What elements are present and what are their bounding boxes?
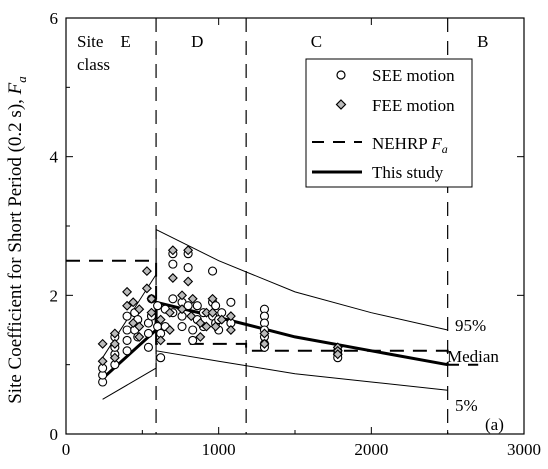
fee-point	[97, 338, 108, 349]
fee-point	[195, 318, 206, 329]
fee-point	[186, 311, 197, 322]
fee-point	[134, 321, 145, 332]
see-point	[168, 294, 178, 304]
see-point	[208, 266, 218, 276]
fee-point	[177, 304, 188, 315]
legend-nehrp-sub: a	[442, 142, 448, 156]
fee-point	[122, 286, 133, 297]
see-point	[122, 311, 132, 321]
see-point	[168, 259, 178, 269]
x-tick-label: 1000	[202, 440, 236, 459]
fee-point	[207, 307, 218, 318]
x-tick-label: 3000	[507, 440, 541, 459]
fee-point	[259, 328, 270, 339]
fee-point	[128, 297, 139, 308]
ticks: 0 1000 2000 3000 0 2 4 6	[50, 9, 542, 459]
see-point	[143, 328, 153, 339]
fee-point	[187, 293, 198, 304]
fee-point	[207, 293, 218, 304]
site-class-label-line1: Site	[77, 32, 103, 51]
legend-see-label: SEE motion	[372, 66, 455, 85]
see-point	[192, 301, 202, 311]
legend-nehrp-text: NEHRP	[372, 134, 431, 153]
label-p5: 5%	[455, 396, 478, 415]
see-point	[226, 297, 236, 307]
fee-point	[155, 335, 166, 346]
fee-point	[164, 307, 175, 318]
fee-point	[167, 245, 178, 256]
legend-fee-marker	[335, 99, 347, 110]
fee-point	[201, 321, 212, 332]
y-tick-label: 6	[50, 9, 59, 28]
fee-point	[164, 325, 175, 335]
fee-point	[167, 273, 178, 283]
fee-point	[146, 293, 157, 304]
site-class-D: D	[191, 32, 203, 51]
legend: SEE motion FEE motion NEHRP Fa This stud…	[305, 58, 473, 188]
label-p95: 95%	[455, 316, 486, 335]
see-point	[122, 335, 132, 345]
see-point	[183, 301, 193, 311]
legend-study-label: This study	[372, 163, 444, 182]
x-tick-label: 0	[62, 440, 71, 459]
legend-box	[305, 58, 473, 188]
see-point	[183, 263, 193, 273]
y-tick-label: 4	[50, 148, 59, 167]
x-tick-label: 2000	[354, 440, 388, 459]
y-axis-label-sub: a	[14, 76, 29, 83]
see-point	[188, 335, 198, 345]
fee-point	[146, 307, 157, 318]
y-tick-label: 0	[50, 425, 59, 444]
see-point	[153, 301, 163, 311]
see-point	[122, 325, 132, 335]
fee-point	[195, 331, 206, 342]
see-point	[156, 353, 166, 363]
label-median: Median	[447, 347, 499, 366]
fee-point	[216, 314, 227, 325]
y-axis-label-text: Site Coefficient for Short Period (0.2 s…	[5, 94, 26, 403]
fee-point	[332, 349, 343, 360]
p95-curve	[102, 228, 448, 358]
fee-point	[225, 325, 236, 335]
data-points	[97, 245, 343, 387]
legend-nehrp-var: F	[430, 134, 442, 153]
fee-point	[183, 276, 194, 287]
legend-nehrp-label: NEHRP Fa	[372, 134, 448, 156]
fee-point	[141, 283, 152, 294]
legend-fee-label: FEE motion	[372, 96, 455, 115]
see-point	[188, 325, 198, 335]
site-class-B: B	[477, 32, 488, 51]
fee-point	[134, 331, 145, 342]
see-point	[211, 301, 221, 311]
fee-point	[128, 318, 139, 329]
see-point	[143, 342, 153, 352]
site-class-C: C	[311, 32, 322, 51]
site-class-E: E	[120, 32, 130, 51]
fee-point	[225, 311, 236, 322]
fee-point	[141, 266, 152, 277]
panel-label: (a)	[485, 415, 504, 434]
legend-see-marker	[336, 70, 346, 80]
fee-point	[109, 352, 120, 363]
see-point	[122, 346, 132, 356]
p5-curve	[102, 350, 448, 400]
fee-point	[109, 328, 120, 339]
site-class-label-line2: class	[77, 55, 110, 74]
fee-point	[183, 245, 194, 256]
fee-point	[97, 356, 108, 367]
y-axis-label-var: F	[5, 82, 26, 95]
y-axis-label: Site Coefficient for Short Period (0.2 s…	[5, 76, 29, 404]
fee-point	[109, 338, 120, 349]
fee-point	[259, 338, 270, 349]
fee-point	[122, 300, 133, 311]
fee-point	[155, 314, 166, 325]
see-point	[177, 321, 187, 332]
fee-point	[210, 321, 221, 332]
y-tick-label: 2	[50, 286, 59, 305]
fee-point	[134, 304, 145, 315]
fee-point	[177, 290, 188, 301]
